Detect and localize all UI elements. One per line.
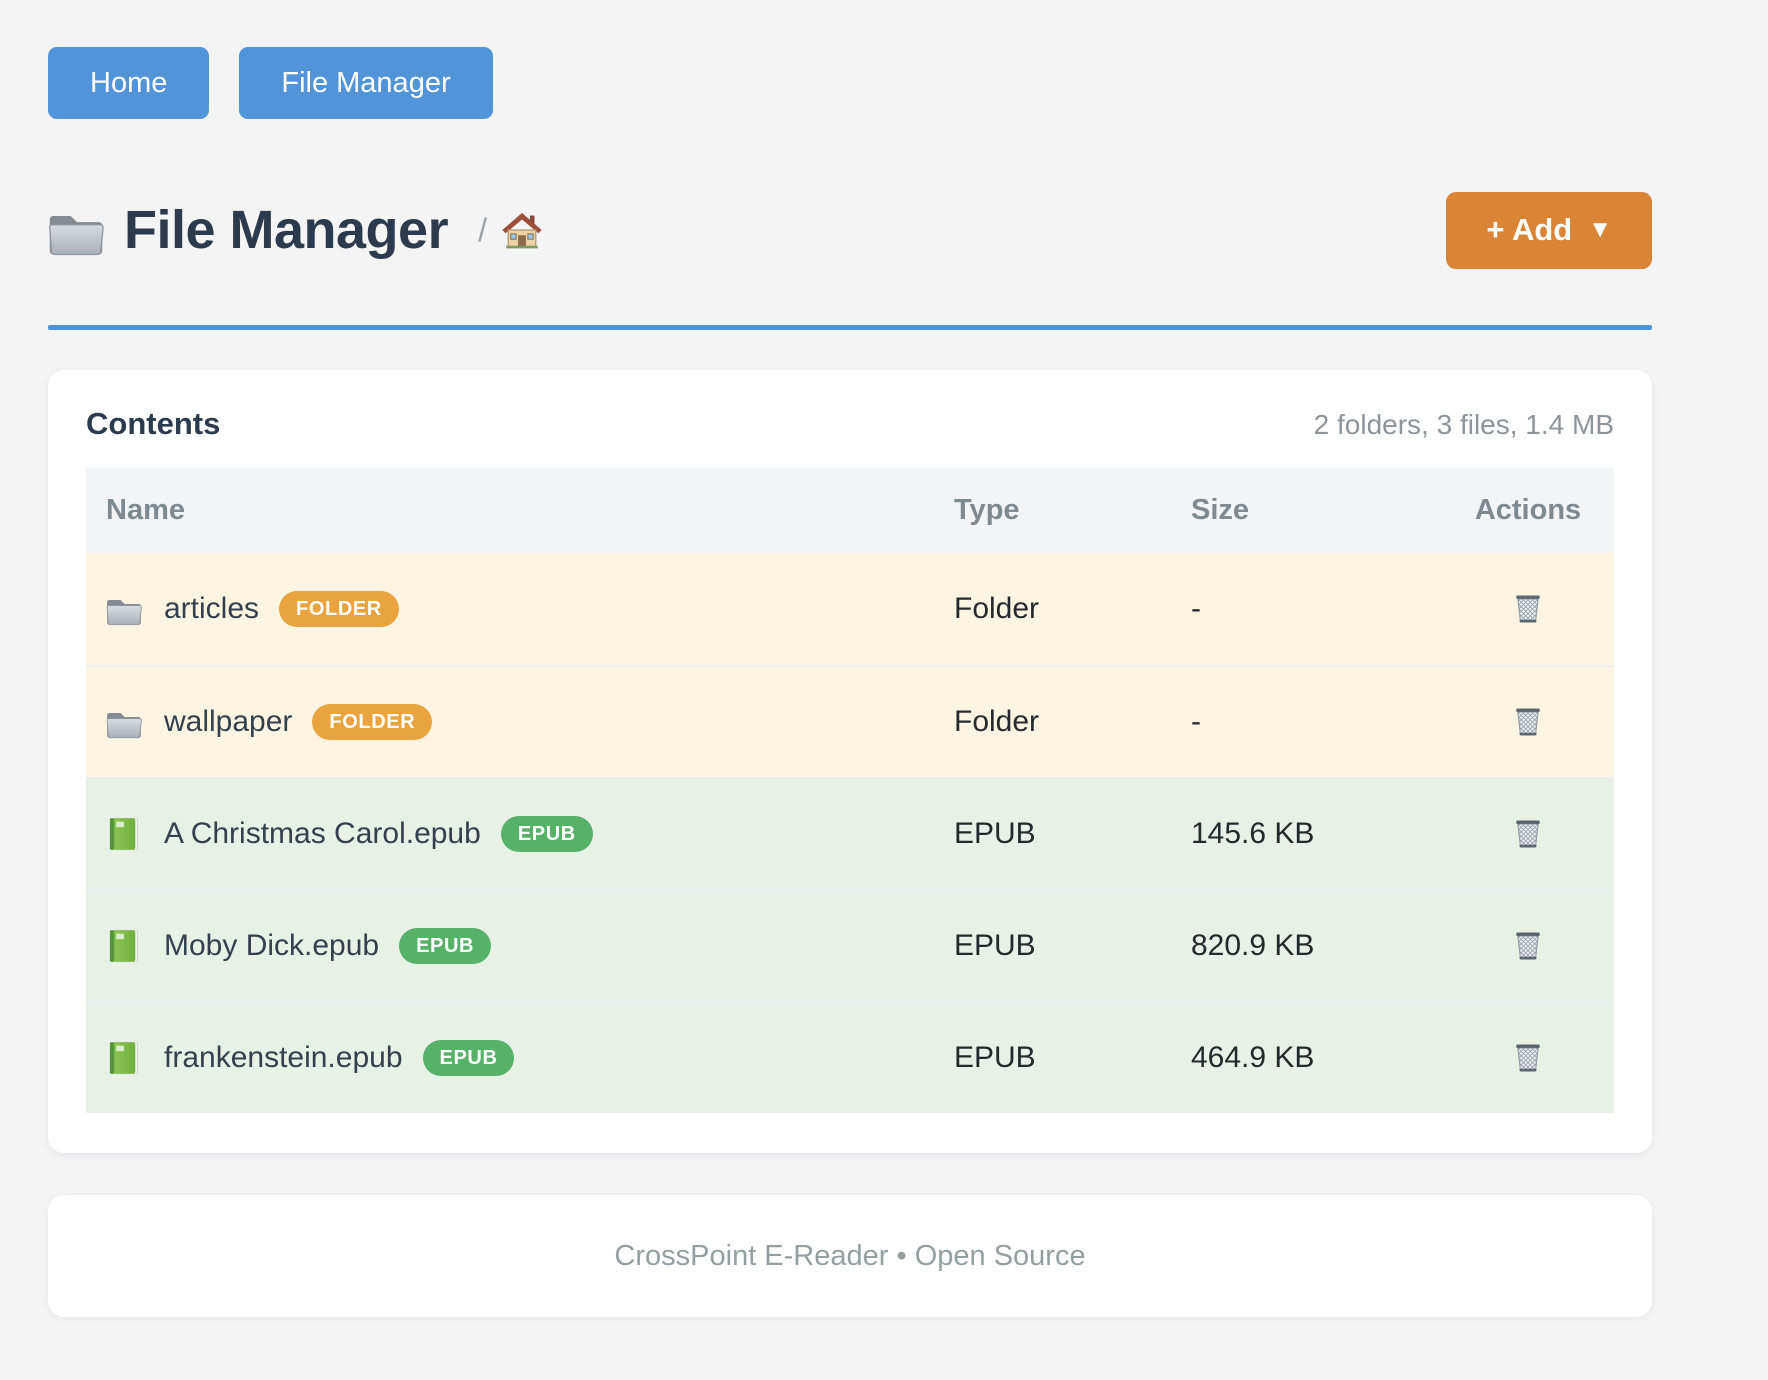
file-name[interactable]: Moby Dick.epub bbox=[164, 929, 380, 962]
page-title: File Manager bbox=[124, 200, 449, 260]
type-badge: EPUB bbox=[500, 816, 593, 852]
trash-icon bbox=[1510, 928, 1546, 964]
delete-button[interactable] bbox=[1506, 924, 1550, 968]
header-underline bbox=[48, 325, 1652, 330]
green-book-icon bbox=[106, 928, 142, 964]
contents-card: Contents 2 folders, 3 files, 1.4 MB Name… bbox=[48, 370, 1652, 1153]
file-type: Folder bbox=[954, 705, 1040, 738]
home-icon[interactable] bbox=[501, 209, 543, 251]
file-name[interactable]: frankenstein.epub bbox=[164, 1041, 403, 1074]
file-type: EPUB bbox=[954, 1041, 1036, 1074]
trash-icon bbox=[1510, 1040, 1546, 1076]
breadcrumb-separator: / bbox=[478, 211, 487, 248]
table-header: Name Type Size Actions bbox=[86, 468, 1614, 553]
folder-icon bbox=[106, 591, 142, 627]
footer-text: CrossPoint E-Reader • Open Source bbox=[614, 1239, 1086, 1272]
trash-icon bbox=[1510, 816, 1546, 852]
page-header: File Manager / + Add ▼ bbox=[48, 191, 1652, 269]
green-book-icon bbox=[106, 1040, 142, 1076]
column-header-actions: Actions bbox=[1474, 494, 1582, 526]
folder-icon bbox=[106, 704, 142, 740]
page: Home File Manager File Manager / + Add ▼… bbox=[48, 0, 1652, 1317]
delete-button[interactable] bbox=[1506, 587, 1550, 631]
table-row: A Christmas Carol.epub EPUB EPUB 145.6 K… bbox=[86, 777, 1614, 889]
type-badge: FOLDER bbox=[312, 704, 433, 740]
add-button-label: + Add bbox=[1486, 212, 1573, 247]
delete-button[interactable] bbox=[1506, 700, 1550, 744]
trash-icon bbox=[1510, 591, 1546, 627]
type-badge: EPUB bbox=[399, 928, 492, 964]
file-type: EPUB bbox=[954, 929, 1036, 962]
type-badge: EPUB bbox=[422, 1040, 515, 1076]
add-button[interactable]: + Add ▼ bbox=[1446, 191, 1652, 269]
trash-icon bbox=[1510, 704, 1546, 740]
type-badge: FOLDER bbox=[279, 591, 399, 627]
column-header-size: Size bbox=[1191, 494, 1250, 526]
file-size: 464.9 KB bbox=[1191, 1041, 1315, 1074]
file-name[interactable]: articles bbox=[164, 592, 260, 625]
table-row: frankenstein.epub EPUB EPUB 464.9 KB bbox=[86, 1001, 1614, 1113]
file-type: EPUB bbox=[954, 817, 1036, 850]
folder-icon bbox=[48, 202, 104, 258]
column-header-name: Name bbox=[106, 494, 185, 526]
chevron-down-icon: ▼ bbox=[1588, 216, 1612, 243]
file-size: 145.6 KB bbox=[1191, 817, 1315, 850]
file-table: Name Type Size Actions articles FOLDER F… bbox=[86, 468, 1614, 1113]
green-book-icon bbox=[106, 816, 142, 852]
footer: CrossPoint E-Reader • Open Source bbox=[48, 1195, 1652, 1317]
file-name[interactable]: wallpaper bbox=[164, 705, 293, 738]
breadcrumb: / bbox=[478, 209, 543, 251]
contents-summary: 2 folders, 3 files, 1.4 MB bbox=[1313, 409, 1614, 440]
table-row: wallpaper FOLDER Folder - bbox=[86, 665, 1614, 777]
file-size: - bbox=[1191, 592, 1201, 625]
nav-file-manager-button[interactable]: File Manager bbox=[239, 47, 493, 119]
contents-title: Contents bbox=[86, 406, 221, 441]
table-row: articles FOLDER Folder - bbox=[86, 553, 1614, 665]
file-type: Folder bbox=[954, 592, 1040, 625]
title-wrap: File Manager bbox=[48, 199, 449, 261]
file-size: - bbox=[1191, 705, 1201, 738]
top-nav: Home File Manager bbox=[48, 47, 1652, 119]
table-row: Moby Dick.epub EPUB EPUB 820.9 KB bbox=[86, 889, 1614, 1001]
delete-button[interactable] bbox=[1506, 812, 1550, 856]
nav-home-button[interactable]: Home bbox=[48, 47, 210, 119]
file-size: 820.9 KB bbox=[1191, 929, 1315, 962]
file-name[interactable]: A Christmas Carol.epub bbox=[164, 817, 481, 850]
delete-button[interactable] bbox=[1506, 1036, 1550, 1080]
column-header-type: Type bbox=[954, 494, 1020, 526]
